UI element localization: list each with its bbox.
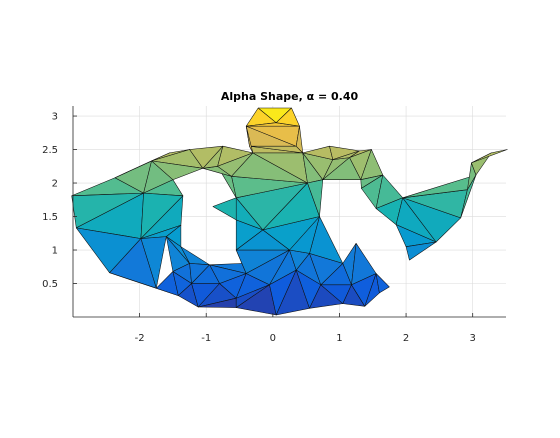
x-tick-label: 1 [336,333,342,344]
y-tick-label: 2 [52,179,58,190]
mesh-triangle [351,243,377,286]
x-tick-label: -1 [201,333,211,344]
mesh-triangle [405,241,437,261]
mesh-triangle [212,197,237,221]
y-tick-label: 1.5 [42,212,58,223]
y-tick-label: 3 [52,112,58,123]
x-tick-label: 2 [403,333,409,344]
mesh-triangle [189,145,224,169]
y-tick-label: 2.5 [42,145,58,156]
mesh-triangle [295,125,304,154]
y-tick-label: 1 [52,246,58,257]
alpha-shape-mesh [71,107,508,316]
mesh-triangle [471,149,508,164]
x-tick-label: 3 [470,333,476,344]
chart-title: Alpha Shape, α = 0.40 [221,90,359,103]
mesh-triangle [322,157,362,180]
mesh-triangle [275,107,300,127]
mesh-triangle [375,273,390,294]
axis-ticks: -2 -1 0 1 2 3 0.5 1 1.5 2 2.5 3 [42,112,476,344]
mesh-triangle [307,179,324,217]
mesh-triangle [209,264,247,284]
mesh-triangle [460,174,477,219]
x-tick-label: 0 [270,333,276,344]
y-tick-label: 0.5 [42,279,58,290]
mesh-triangle [245,125,254,154]
x-tick-label: -2 [135,333,145,344]
axes [72,106,506,318]
mesh-triangle [151,160,204,180]
